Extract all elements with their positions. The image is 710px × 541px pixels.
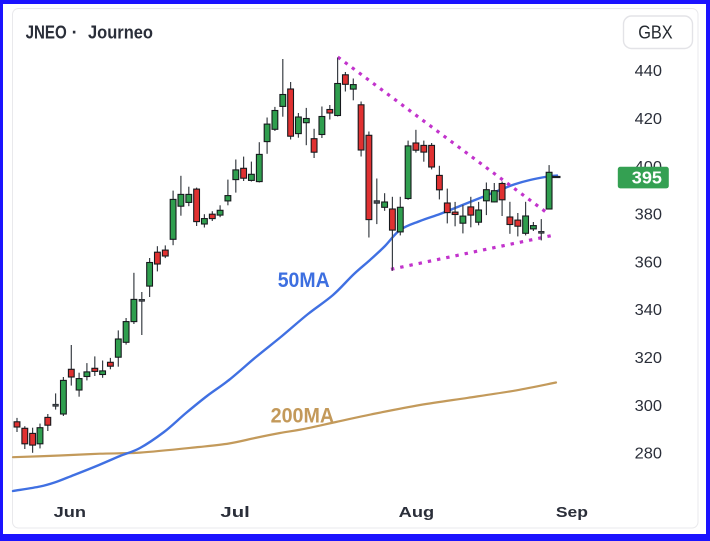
svg-text:360: 360 <box>635 254 662 271</box>
svg-text:200MA: 200MA <box>271 405 335 428</box>
svg-text:380: 380 <box>635 207 662 224</box>
svg-text:Journeo: Journeo <box>88 22 153 42</box>
svg-text:300: 300 <box>635 398 662 415</box>
svg-text:420: 420 <box>635 111 662 128</box>
svg-text:Aug: Aug <box>399 504 435 521</box>
svg-text:Jul: Jul <box>220 504 249 521</box>
svg-text:320: 320 <box>635 350 662 367</box>
svg-text:280: 280 <box>635 446 662 463</box>
svg-text:340: 340 <box>635 302 662 319</box>
svg-text:·: · <box>72 22 78 42</box>
svg-text:440: 440 <box>635 63 662 80</box>
svg-text:JNEO: JNEO <box>26 22 67 42</box>
svg-text:50MA: 50MA <box>278 269 330 292</box>
svg-text:Sep: Sep <box>556 504 588 521</box>
svg-text:395: 395 <box>632 168 662 188</box>
svg-text:GBX: GBX <box>638 23 673 43</box>
svg-text:Jun: Jun <box>54 504 86 521</box>
